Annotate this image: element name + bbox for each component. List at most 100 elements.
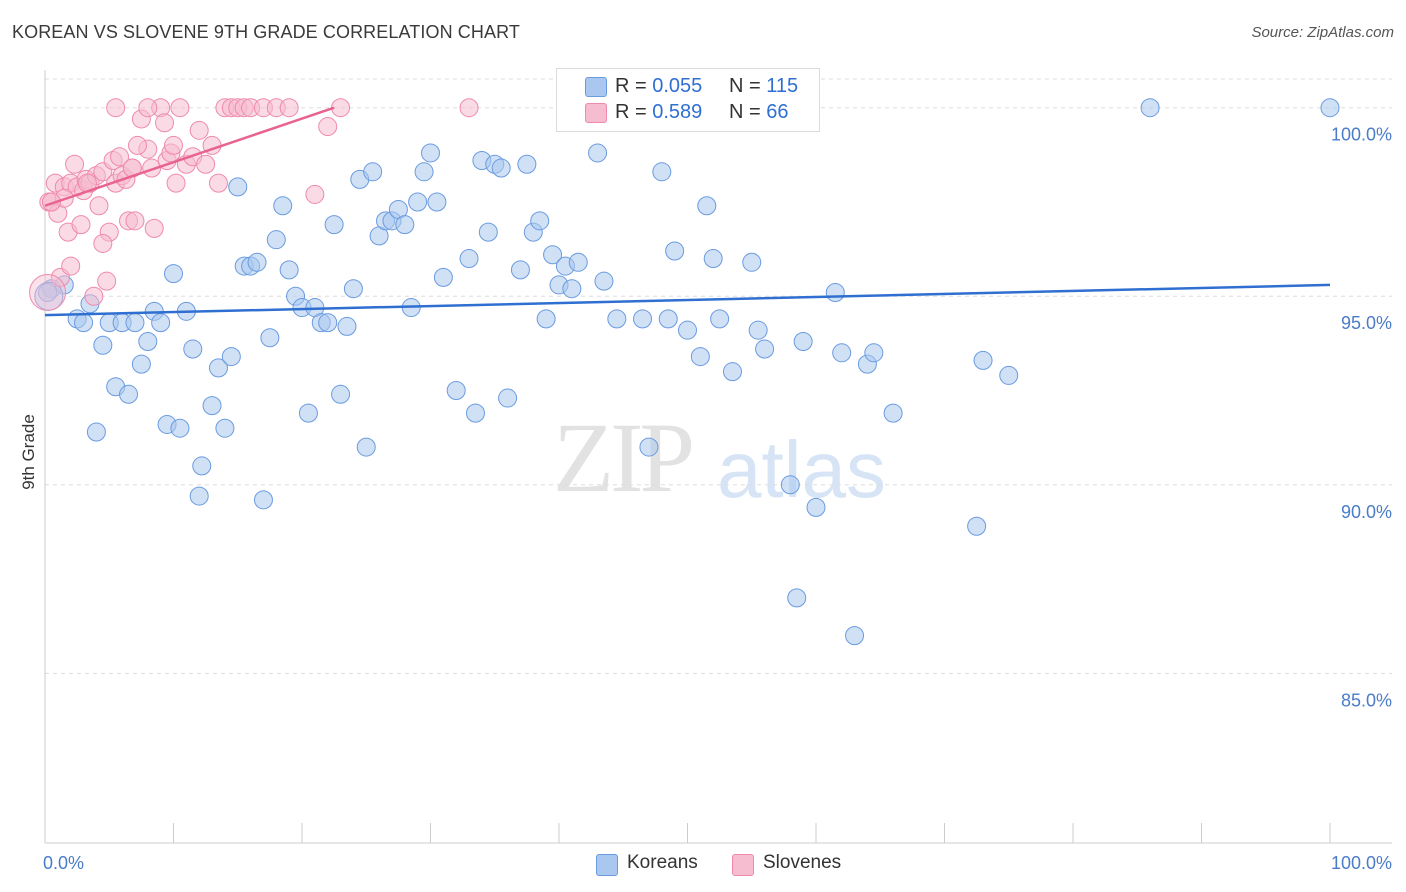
korean-point — [202, 396, 222, 416]
korean-point — [279, 260, 299, 280]
korean-point — [793, 331, 813, 351]
korean-point — [459, 249, 479, 269]
y-axis-label: 9th Grade — [19, 414, 38, 490]
korean-point — [433, 267, 453, 287]
korean-point — [607, 309, 627, 329]
korean-point — [787, 588, 807, 608]
slovene-point — [71, 215, 91, 235]
slovene-point — [144, 218, 164, 238]
slovene-point — [189, 120, 209, 140]
korean-point — [421, 143, 440, 163]
slovene-point — [89, 196, 109, 216]
legend-swatch-slovenes — [585, 103, 607, 123]
korean-point — [530, 211, 550, 231]
korean-point — [633, 309, 653, 329]
slovene-point — [93, 233, 113, 253]
korean-point — [318, 313, 338, 333]
y-tick-label: 85.0% — [1341, 690, 1392, 710]
y-tick-label: 100.0% — [1331, 125, 1392, 145]
korean-point — [151, 313, 171, 333]
legend-swatch-koreans — [585, 77, 607, 97]
slovene-point — [166, 173, 186, 193]
y-tick-label: 95.0% — [1341, 313, 1392, 333]
korean-point — [690, 347, 710, 367]
korean-point — [125, 313, 145, 333]
korean-point — [208, 358, 228, 378]
korean-point — [678, 320, 697, 340]
chart-source: Source: ZipAtlas.com — [1251, 24, 1394, 41]
slovene-point — [84, 286, 104, 306]
korean-point — [780, 475, 800, 495]
korean-point — [273, 196, 293, 216]
koreans-swatch — [596, 854, 618, 876]
korean-point — [652, 162, 672, 182]
korean-point — [697, 196, 717, 216]
korean-point — [324, 215, 344, 235]
slovenes-label: Slovenes — [763, 852, 842, 873]
korean-point — [247, 252, 267, 272]
slovene-point — [170, 98, 190, 118]
slovene-point — [61, 256, 81, 276]
korean-point — [221, 347, 241, 367]
slovene-point — [41, 192, 61, 212]
x-tick-label: 100.0% — [1331, 853, 1392, 873]
legend-r-label: R = — [615, 101, 647, 123]
legend-r-value-koreans: 0.055 — [652, 75, 703, 97]
korean-point — [703, 249, 723, 269]
korean-point — [1140, 98, 1160, 118]
koreans-label: Koreans — [627, 852, 698, 873]
slovene-point — [459, 98, 479, 118]
slovene-point — [128, 135, 148, 155]
korean-point — [183, 339, 203, 359]
korean-point — [215, 418, 235, 438]
chart-title: KOREAN VS SLOVENE 9TH GRADE CORRELATION … — [12, 22, 520, 42]
korean-point — [658, 309, 678, 329]
slovenes-swatch — [732, 854, 754, 876]
korean-point — [845, 626, 865, 646]
legend-n-label: N = — [729, 75, 761, 97]
korean-point — [588, 143, 608, 163]
korean-point — [337, 316, 357, 336]
korean-point — [189, 486, 209, 506]
slovene-point — [196, 154, 216, 174]
korean-point — [999, 365, 1019, 385]
korean-point — [562, 279, 582, 299]
slovene-point — [331, 98, 351, 118]
korean-point — [755, 339, 775, 359]
korean-point — [414, 162, 434, 182]
legend-r-label: R = — [615, 75, 647, 97]
slovene-point — [29, 273, 67, 311]
legend-n-value-slovenes: 66 — [766, 101, 789, 123]
korean-point — [119, 384, 139, 404]
korean-point — [446, 381, 466, 401]
korean-point — [825, 282, 845, 302]
korean-point — [164, 264, 183, 284]
korean-point — [1320, 98, 1340, 118]
korean-point — [568, 252, 588, 272]
korean-point — [38, 282, 58, 302]
korean-point — [883, 403, 903, 423]
korean-point — [973, 350, 993, 370]
legend-n-label: N = — [729, 101, 761, 123]
watermark-zip: ZIP — [553, 402, 695, 513]
legend-r-value-slovenes: 0.589 — [652, 101, 703, 123]
stats-legend: R = 0.055 N = 115 R = 0.589 N = 66 — [556, 68, 820, 132]
grid-lines — [45, 78, 1392, 674]
slovene-point — [142, 158, 162, 178]
y-tick-label: 90.0% — [1341, 502, 1392, 522]
koreans-points — [34, 98, 1340, 646]
korean-point — [331, 384, 351, 404]
korean-point — [138, 331, 158, 351]
legend-n-value-koreans: 115 — [766, 75, 799, 97]
x-tick-label: 0.0% — [43, 853, 84, 873]
korean-point — [748, 320, 768, 340]
korean-point — [363, 162, 383, 182]
korean-point — [478, 222, 498, 242]
slovene-point — [305, 184, 325, 204]
korean-point — [498, 388, 518, 408]
korean-point — [594, 271, 614, 291]
korean-point — [356, 437, 376, 457]
tick-labels: 85.0% 90.0% 95.0% 100.0% 0.0% 100.0% — [43, 125, 1392, 873]
korean-point — [86, 422, 106, 442]
